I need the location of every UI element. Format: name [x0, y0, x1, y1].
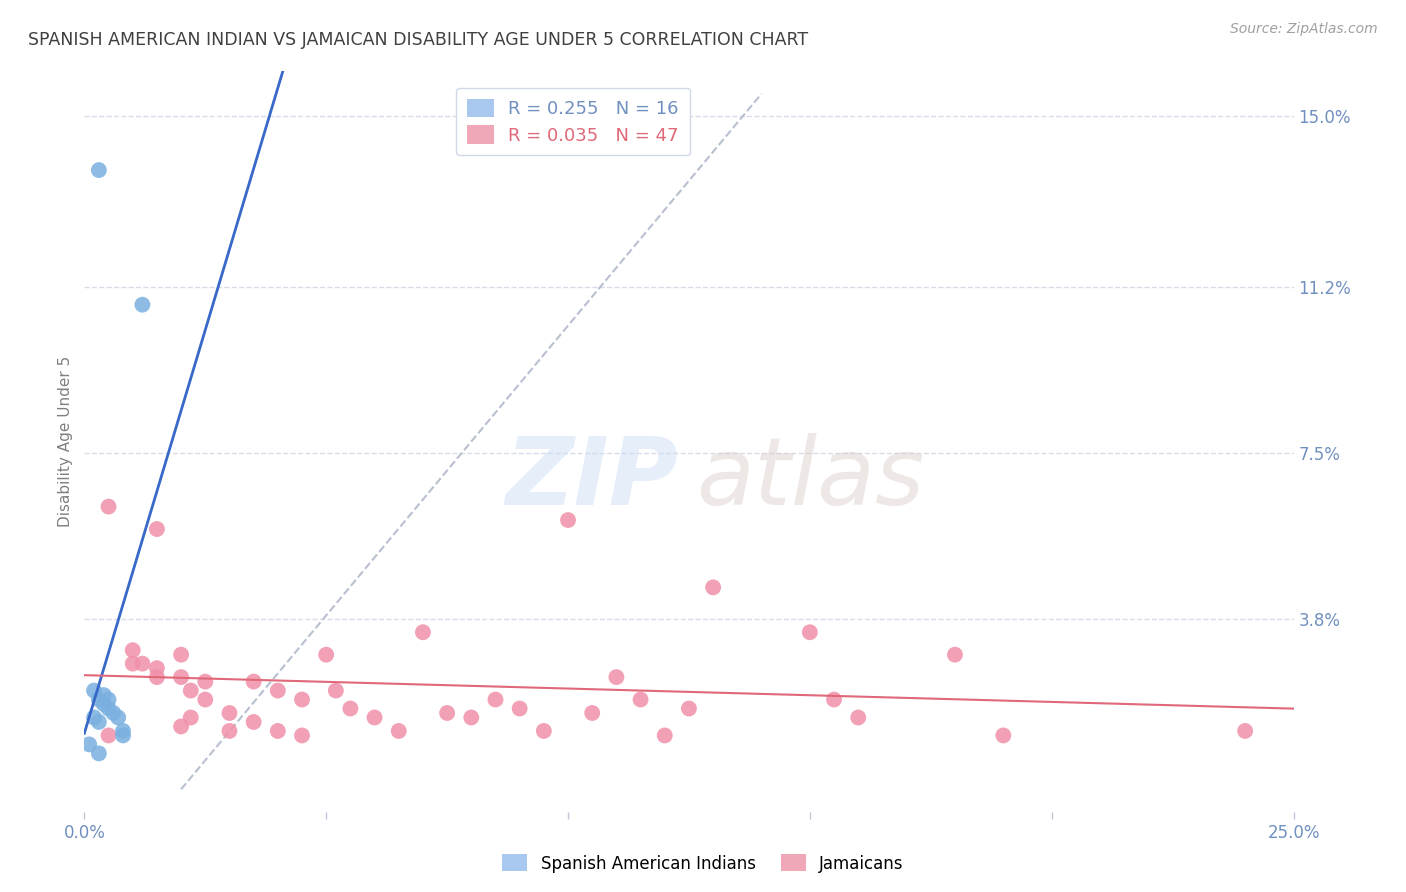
Point — [242, 674, 264, 689]
Text: SPANISH AMERICAN INDIAN VS JAMAICAN DISABILITY AGE UNDER 5 CORRELATION CHART: SPANISH AMERICAN INDIAN VS JAMAICAN DISA… — [28, 31, 808, 49]
Point — [557, 513, 579, 527]
Point — [121, 643, 143, 657]
Text: ZIP: ZIP — [506, 433, 679, 524]
Point — [97, 692, 120, 706]
Point — [702, 580, 724, 594]
Point — [484, 692, 506, 706]
Point — [339, 701, 361, 715]
Point — [170, 670, 193, 684]
Point — [218, 706, 240, 720]
Point — [97, 728, 120, 742]
Point — [146, 670, 169, 684]
Point — [460, 710, 482, 724]
Point — [194, 674, 217, 689]
Point — [87, 692, 110, 706]
Point — [436, 706, 458, 720]
Point — [388, 723, 411, 738]
Point — [83, 683, 105, 698]
Legend: Spanish American Indians, Jamaicans: Spanish American Indians, Jamaicans — [496, 847, 910, 880]
Point — [509, 701, 531, 715]
Y-axis label: Disability Age Under 5: Disability Age Under 5 — [58, 356, 73, 527]
Point — [943, 648, 966, 662]
Text: atlas: atlas — [696, 433, 924, 524]
Point — [325, 683, 347, 698]
Point — [581, 706, 603, 720]
Point — [93, 688, 115, 702]
Point — [170, 648, 193, 662]
Point — [291, 692, 314, 706]
Point — [131, 298, 153, 312]
Point — [412, 625, 434, 640]
Point — [146, 661, 169, 675]
Point — [630, 692, 652, 706]
Point — [242, 714, 264, 729]
Point — [1234, 723, 1257, 738]
Point — [315, 648, 337, 662]
Point — [112, 728, 135, 742]
Point — [180, 710, 202, 724]
Point — [605, 670, 627, 684]
Point — [93, 697, 115, 711]
Point — [291, 728, 314, 742]
Point — [87, 163, 110, 178]
Point — [103, 706, 125, 720]
Point — [107, 710, 129, 724]
Point — [87, 714, 110, 729]
Legend: R = 0.255   N = 16, R = 0.035   N = 47: R = 0.255 N = 16, R = 0.035 N = 47 — [456, 87, 690, 155]
Point — [121, 657, 143, 671]
Point — [654, 728, 676, 742]
Point — [77, 738, 100, 752]
Point — [97, 701, 120, 715]
Point — [533, 723, 555, 738]
Point — [846, 710, 869, 724]
Point — [267, 683, 290, 698]
Point — [218, 723, 240, 738]
Point — [112, 723, 135, 738]
Point — [97, 500, 120, 514]
Point — [799, 625, 821, 640]
Text: Source: ZipAtlas.com: Source: ZipAtlas.com — [1230, 22, 1378, 37]
Point — [363, 710, 385, 724]
Point — [993, 728, 1015, 742]
Point — [170, 719, 193, 733]
Point — [87, 747, 110, 761]
Point — [131, 657, 153, 671]
Point — [180, 683, 202, 698]
Point — [194, 692, 217, 706]
Point — [678, 701, 700, 715]
Point — [146, 522, 169, 536]
Point — [823, 692, 845, 706]
Point — [83, 710, 105, 724]
Point — [267, 723, 290, 738]
